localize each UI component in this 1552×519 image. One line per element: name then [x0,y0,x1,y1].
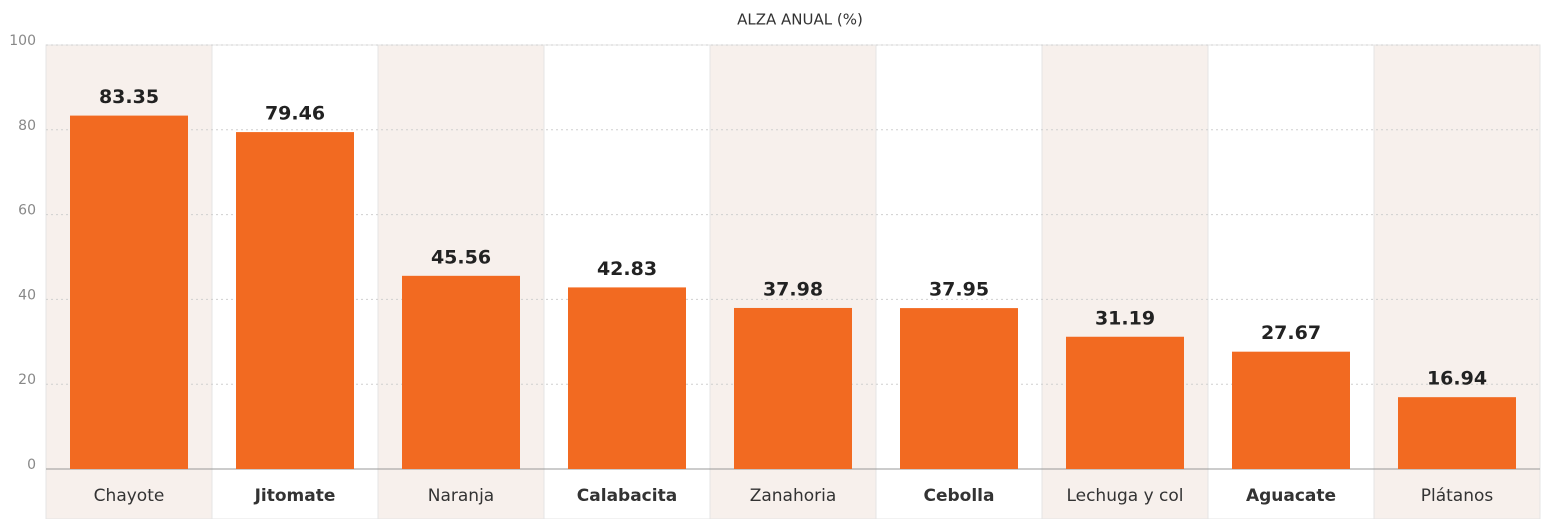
bar [568,287,686,469]
value-label: 42.83 [597,258,657,280]
y-tick-label: 40 [18,287,36,303]
y-tick-label: 60 [18,203,36,219]
y-tick-label: 80 [18,118,36,134]
value-label: 37.95 [929,279,989,301]
chart-title: ALZA ANUAL (%) [737,11,863,29]
bar [734,308,852,469]
value-label: 79.46 [265,103,325,125]
bar [1398,397,1516,469]
value-label: 37.98 [763,278,823,300]
bar [236,132,354,469]
value-label: 16.94 [1427,368,1487,390]
bar [1066,337,1184,469]
x-tick-label: Lechuga y col [1066,486,1183,506]
x-tick-label: Zanahoria [750,486,837,506]
y-tick-label: 20 [18,372,36,388]
bar [70,116,188,469]
y-tick-label: 100 [9,33,36,49]
bar [900,308,1018,469]
value-label: 45.56 [431,246,491,268]
x-tick-label: Cebolla [924,486,995,506]
bar [402,276,520,469]
x-tick-label: Chayote [94,486,165,506]
chart: ALZA ANUAL (%) 0 20 40 60 80 100 83.35 Chayote 7… [0,0,1552,519]
x-tick-label: Plátanos [1421,486,1494,506]
x-tick-label: Calabacita [577,486,677,506]
x-tick-label: Aguacate [1246,486,1336,506]
value-label: 27.67 [1261,322,1321,344]
bar [1232,352,1350,469]
y-tick-label: 0 [27,457,36,473]
x-tick-label: Naranja [428,486,494,506]
x-tick-label: Jitomate [254,486,336,506]
value-label: 31.19 [1095,307,1155,329]
value-label: 83.35 [99,86,159,108]
